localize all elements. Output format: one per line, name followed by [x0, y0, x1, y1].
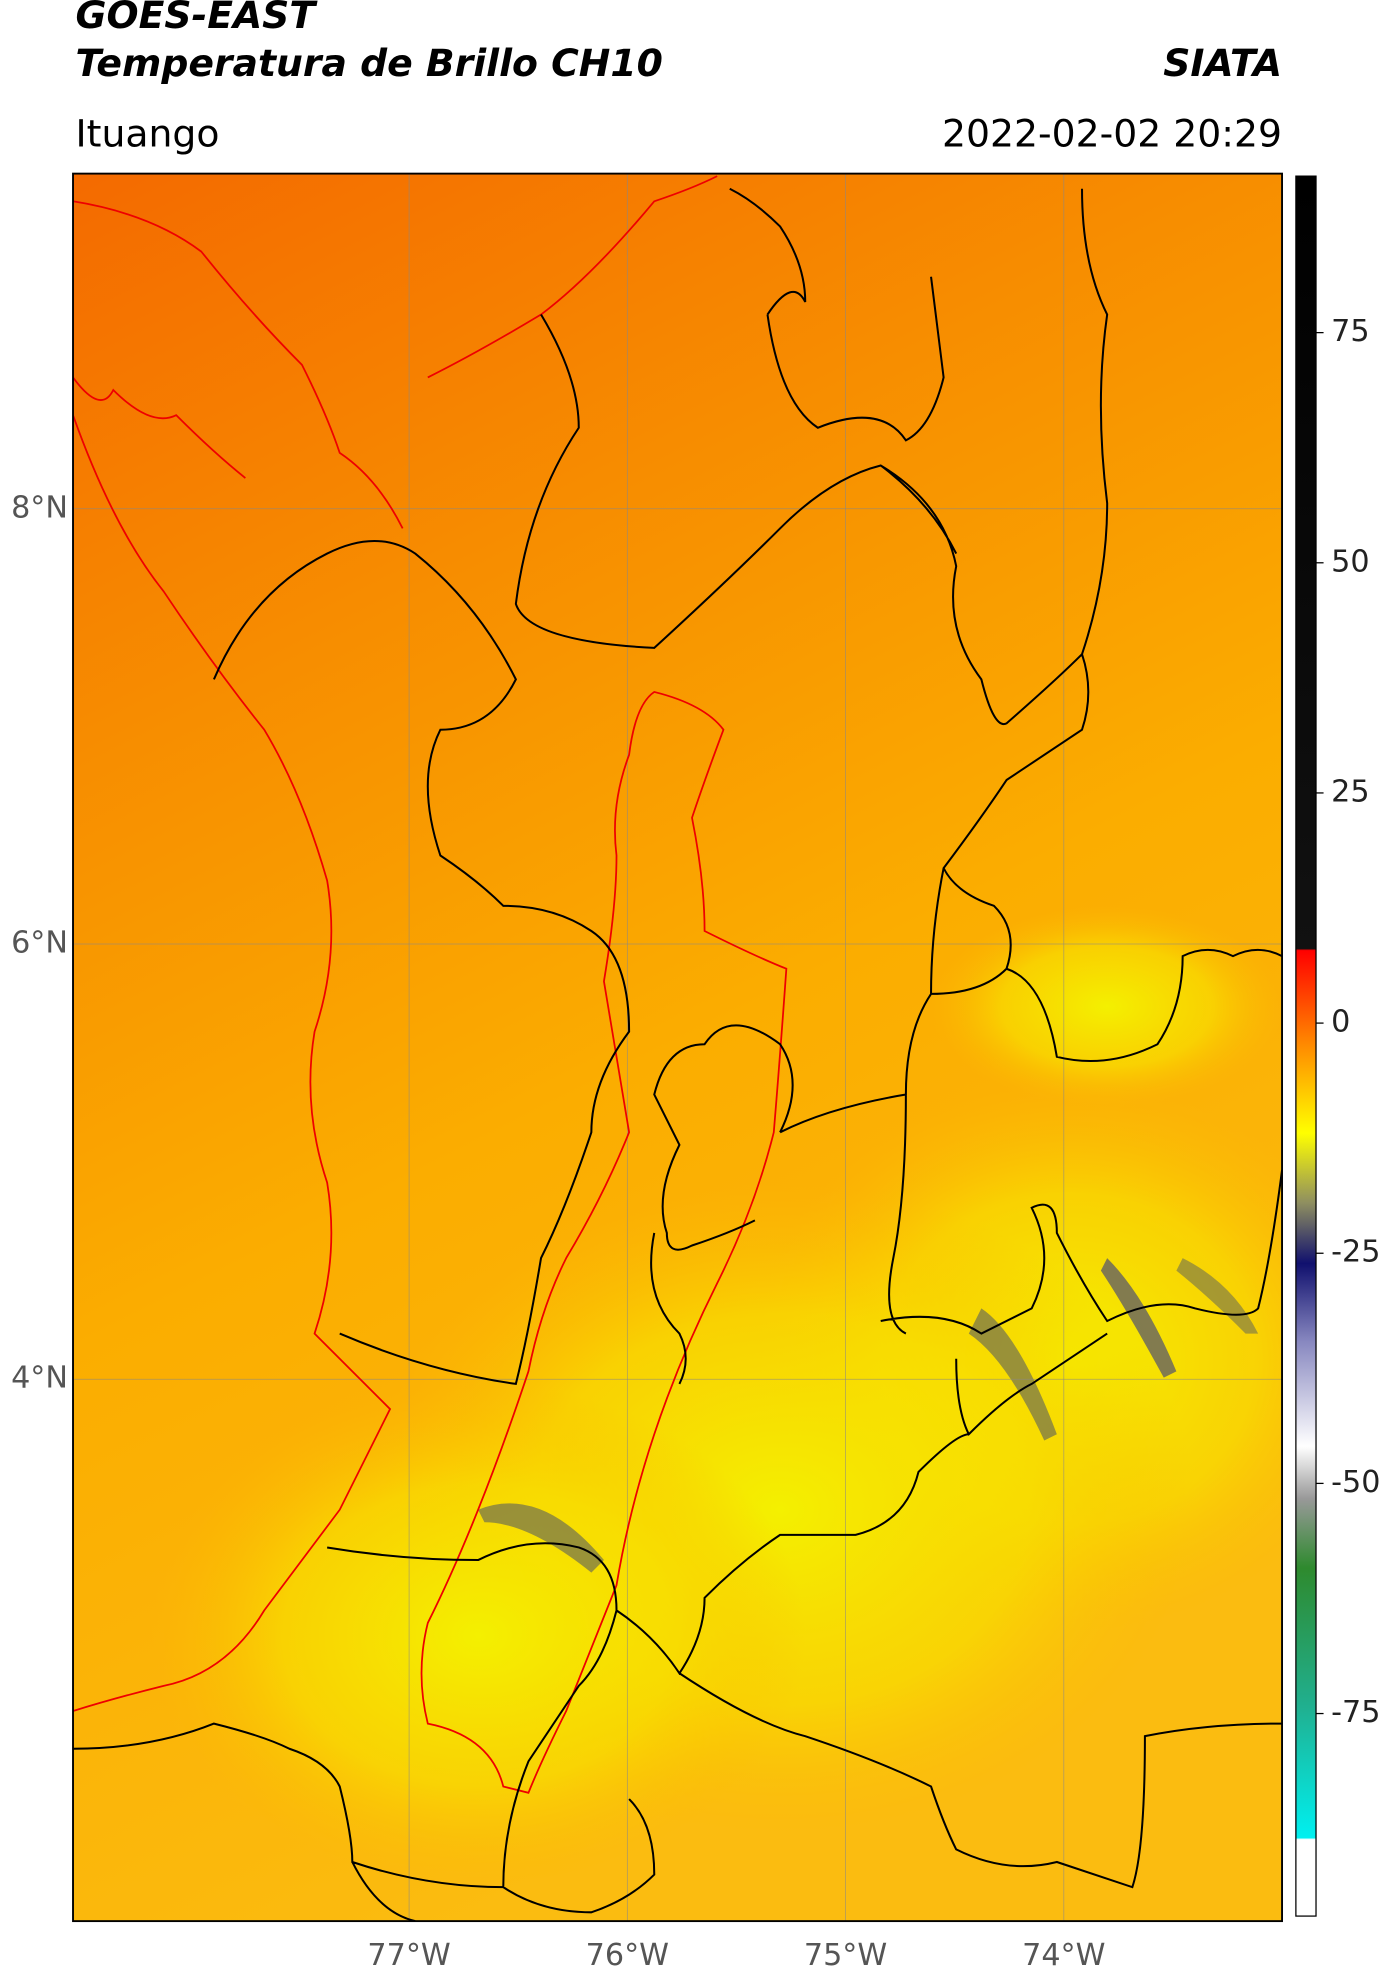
x-tick-label: 74°W [1022, 1938, 1105, 1973]
source: SIATA [1163, 41, 1282, 85]
y-tick-label: 6°N [11, 925, 68, 960]
colorbar-tick-label: 25 [1331, 774, 1369, 809]
colorbar-tick-label: 75 [1331, 314, 1369, 349]
colorbar-tick-label: -25 [1331, 1235, 1380, 1270]
y-tick-label: 8°N [11, 490, 68, 525]
title: GOES-EAST [76, 0, 319, 37]
cloud-core [968, 1308, 1057, 1441]
cloud [931, 905, 1283, 1108]
cloud-core [478, 1503, 604, 1573]
axis-labels: 77°W 76°W 75°W 74°W 8°N 6°N 4°N 75 50 25 0 -25 -50 -7… [11, 314, 1380, 1973]
colorbar-tick-label: 0 [1331, 1005, 1350, 1040]
map-frame [72, 172, 1283, 1923]
colorbar-tick-label: -50 [1331, 1465, 1380, 1500]
colorbar-tick-label: 50 [1331, 544, 1369, 579]
x-tick-label: 77°W [367, 1938, 450, 1973]
datetime: 2022-02-02 20:29 [942, 111, 1282, 155]
region: Ituango [76, 111, 220, 155]
cloud-core [1100, 1258, 1177, 1378]
admin-borders [73, 187, 1283, 1922]
cloud [151, 1383, 806, 1888]
colorbar [1295, 175, 1317, 1917]
y-tick-label: 4°N [11, 1361, 68, 1396]
x-tick-label: 75°W [804, 1938, 887, 1973]
map [73, 173, 1283, 1922]
grid [73, 173, 1283, 1922]
subtitle: Temperatura de Brillo CH10 [76, 41, 663, 85]
x-tick-label: 76°W [586, 1938, 669, 1973]
colorbar-tick-label: -75 [1331, 1695, 1380, 1730]
coastline [73, 175, 718, 1712]
